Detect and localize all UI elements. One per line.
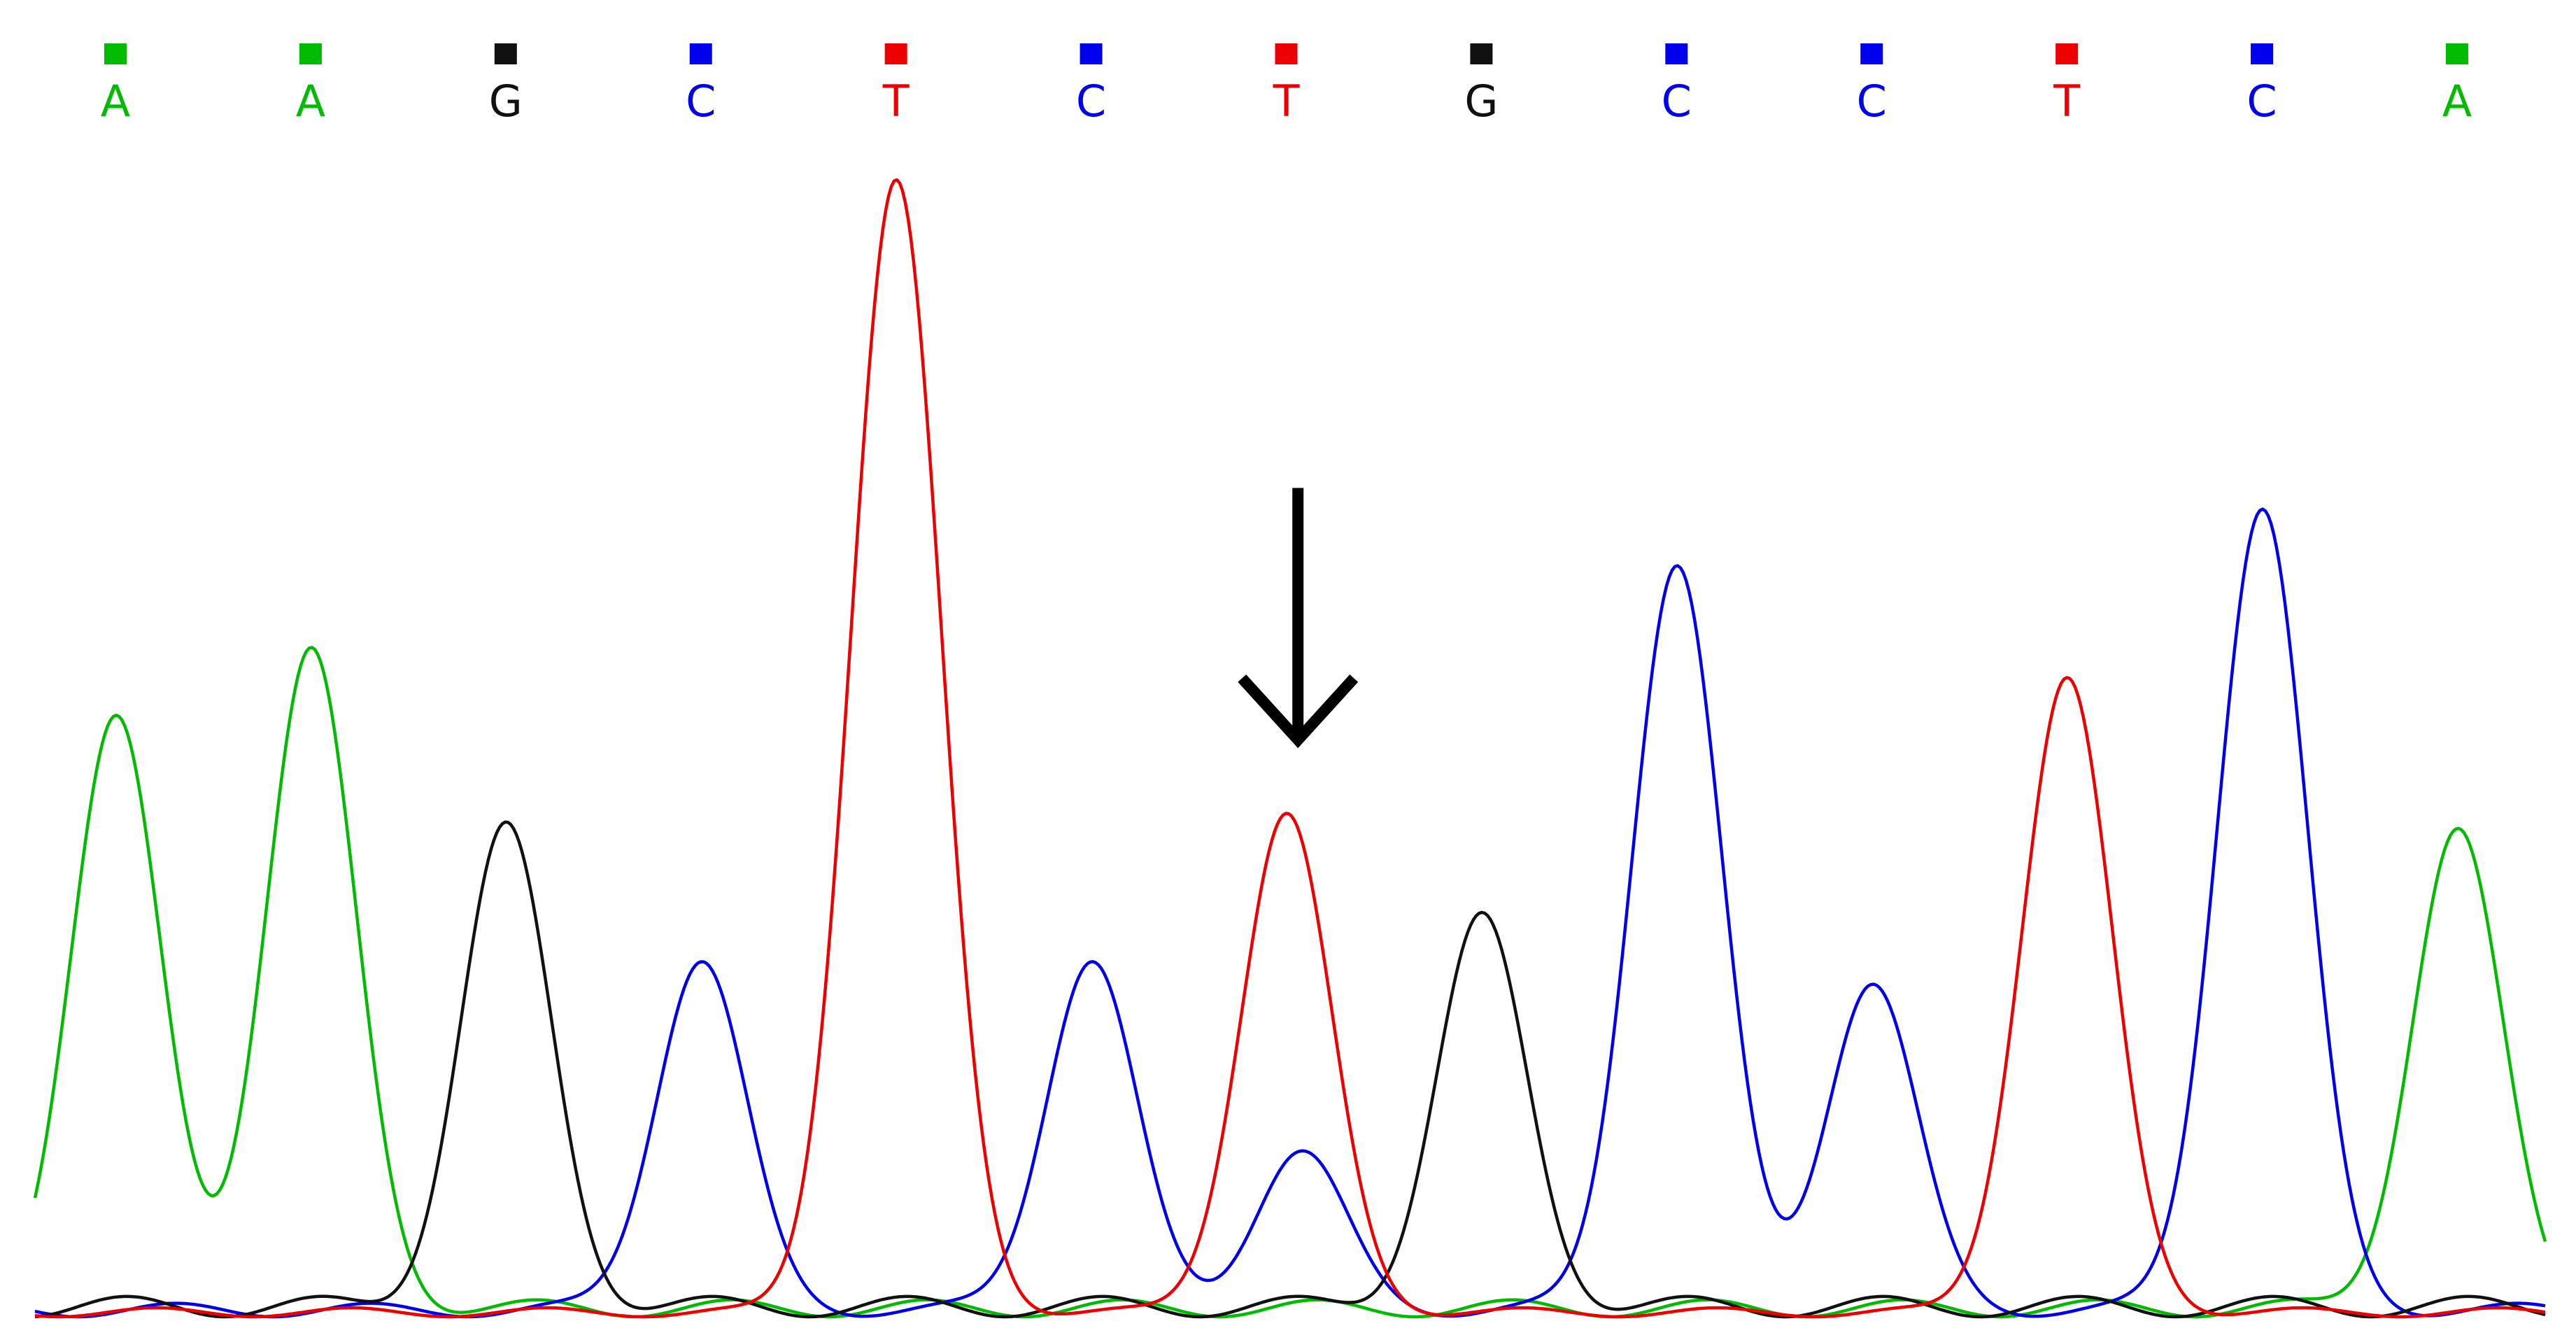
trace-T — [34, 178, 2546, 1319]
base-call-letter-3: G — [489, 76, 523, 127]
base-call-square-4 — [689, 43, 712, 64]
trace-A — [33, 646, 2547, 1319]
base-call-square-12 — [2251, 43, 2274, 64]
base-call-letter-13: A — [2442, 76, 2472, 127]
base-call-square-5 — [884, 43, 907, 64]
base-call-letter-12: C — [2246, 76, 2277, 127]
base-call-square-7 — [1275, 43, 1298, 64]
base-call-letter-8: G — [1464, 76, 1498, 127]
arrow-head — [1238, 674, 1359, 749]
trace-C — [34, 507, 2546, 1319]
base-call-square-3 — [494, 43, 517, 64]
base-call-square-2 — [299, 43, 322, 64]
base-call-square-6 — [1080, 43, 1103, 64]
base-call-square-9 — [1665, 43, 1688, 64]
base-call-letter-10: C — [1857, 76, 1887, 127]
base-call-letter-6: C — [1076, 76, 1106, 127]
base-call-letter-7: T — [1273, 76, 1301, 127]
base-call-letter-11: T — [2053, 76, 2081, 127]
base-call-letter-9: C — [1662, 76, 1692, 127]
base-call-square-8 — [1470, 43, 1493, 64]
annotation-arrow-1 — [1238, 488, 1359, 749]
base-call-letter-2: A — [296, 76, 325, 127]
base-call-square-13 — [2446, 43, 2468, 64]
base-call-letter-1: A — [101, 76, 130, 127]
base-call-letter-5: T — [882, 76, 910, 127]
base-call-square-10 — [1860, 43, 1883, 64]
base-call-square-1 — [104, 43, 127, 64]
base-call-square-11 — [2055, 43, 2079, 64]
annotation-marks — [1238, 488, 1359, 749]
trace-G — [34, 820, 2546, 1319]
trace-lines — [33, 178, 2547, 1319]
base-call-letter-4: C — [686, 76, 716, 127]
